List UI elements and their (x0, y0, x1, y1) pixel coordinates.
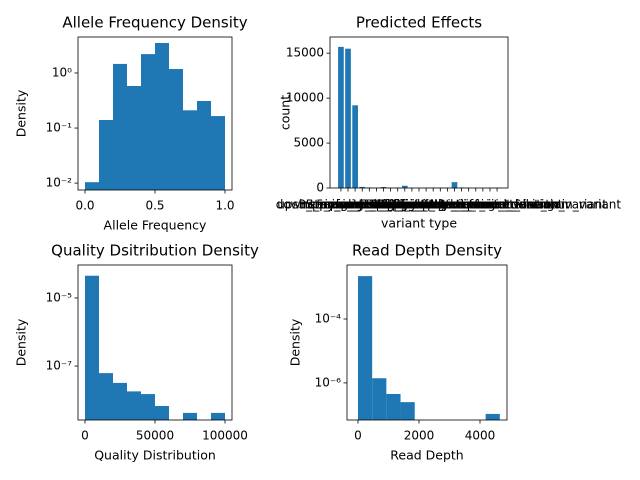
x-tick-label: upstream_gene_variant (277, 198, 419, 212)
histogram-bar (400, 402, 415, 420)
x-tick-label: 5_prime_UTR_variant (306, 198, 434, 212)
histogram-bar (155, 43, 169, 191)
histogram-bar (211, 116, 225, 190)
x-axis-label: Quality Distribution (94, 448, 216, 463)
histogram-bar (485, 413, 500, 420)
histogram-bar (85, 182, 99, 190)
y-tick-label: 10⁻⁵ (46, 290, 73, 304)
x-tick-label: splice_region_variant&intron_variant (387, 198, 607, 212)
histogram-bar (183, 412, 197, 420)
x-tick-label: 5_prime_UTR_premature_start_codon_gain_v… (316, 198, 621, 212)
x-tick-label: 1.0 (215, 199, 234, 213)
y-axis-label: Density (14, 318, 29, 366)
x-tick-label: 0 (354, 429, 362, 443)
axes-frame (77, 264, 233, 421)
bar (451, 182, 458, 188)
x-tick-label: non_coding_transcript_exon_variant (347, 198, 563, 212)
y-tick-label: 0 (316, 181, 324, 195)
y-tick-label: 10000 (286, 91, 324, 105)
x-tick-label: intron_variant (299, 198, 383, 212)
y-axis-label: Density (288, 318, 303, 366)
y-tick-label: 10⁻⁴ (315, 312, 342, 326)
x-tick-label: inframe_insertion (374, 198, 479, 212)
y-tick-label: 5000 (293, 136, 324, 150)
histogram-bar (85, 275, 99, 420)
bar (359, 186, 366, 188)
x-tick-label: 4000 (465, 429, 496, 443)
axes-frame (329, 36, 509, 189)
histogram-bar (357, 276, 373, 420)
x-tick-label: intergenic_region (409, 198, 513, 212)
y-tick-label: 10⁻¹ (46, 121, 73, 135)
x-axis-label: variant type (381, 216, 457, 231)
x-tick-label: synonymous_variant (321, 198, 446, 212)
y-axis-label: Density (14, 89, 29, 137)
x-tick-label: stop_gained (368, 198, 441, 212)
axes-frame (346, 264, 508, 421)
axes-frame (77, 36, 233, 191)
histogram-bar (169, 69, 183, 190)
histogram-bar (113, 382, 127, 420)
x-tick-label: frameshift_variant (336, 198, 446, 212)
x-tick-label: disruptive_inframe_insertion (397, 198, 568, 212)
histogram-bar (127, 86, 141, 190)
histogram-bar (183, 110, 197, 190)
x-tick-label: 0 (81, 429, 89, 443)
y-tick-label: 15000 (286, 46, 324, 60)
histogram-bar (99, 119, 113, 190)
x-tick-label: downstream_gene_variant (276, 198, 435, 212)
histogram-bar (386, 393, 401, 420)
x-tick-label: splice_acceptor_variant (370, 198, 512, 212)
x-tick-label: 3_prime_UTR_variant (299, 198, 427, 212)
histogram-bar (197, 100, 211, 190)
bar (401, 185, 408, 188)
histogram-bar (99, 373, 113, 420)
y-axis-label: count (278, 95, 293, 130)
x-tick-label: stop_retained_variant (425, 198, 556, 212)
x-tick-label: 0.0 (75, 199, 94, 213)
histogram-bar (113, 63, 127, 190)
x-tick-label: 100000 (202, 429, 248, 443)
x-tick-label: 50000 (136, 429, 174, 443)
x-tick-label: splice_region_variant (334, 198, 461, 212)
bar (345, 48, 351, 188)
chart-title: Allele Frequency Density (62, 14, 247, 32)
x-tick-label: start_lost (391, 198, 447, 212)
chart-title: Quality Dsitribution Density (51, 242, 259, 260)
y-tick-label: 10⁻⁶ (315, 375, 342, 389)
x-tick-label: 2000 (404, 429, 435, 443)
y-tick-label: 10⁰ (52, 65, 72, 79)
x-tick-label: stop_lost (385, 198, 439, 212)
bar (338, 46, 344, 189)
x-axis-label: Allele Frequency (104, 218, 208, 233)
chart-title: Predicted Effects (356, 14, 482, 32)
x-tick-label: disruptive_inframe_deletion (392, 198, 559, 212)
y-tick-label: 10⁻² (46, 176, 73, 190)
bar (352, 105, 358, 188)
histogram-bar (141, 394, 155, 420)
x-tick-label: splice_donor_variant (386, 198, 510, 212)
histogram-bar (211, 412, 225, 420)
bar (380, 187, 387, 188)
x-tick-label: 0.5 (145, 199, 164, 213)
histogram-bar (127, 391, 141, 420)
x-axis-label: Read Depth (390, 448, 463, 463)
chart-title: Read Depth Density (352, 242, 502, 260)
y-tick-label: 10⁻⁷ (46, 359, 73, 373)
histogram-bar (155, 406, 169, 420)
histogram-bar (372, 378, 387, 420)
x-tick-label: missense_variant (324, 198, 429, 212)
histogram-bar (141, 54, 155, 191)
x-tick-label: inframe_deletion (383, 198, 484, 212)
